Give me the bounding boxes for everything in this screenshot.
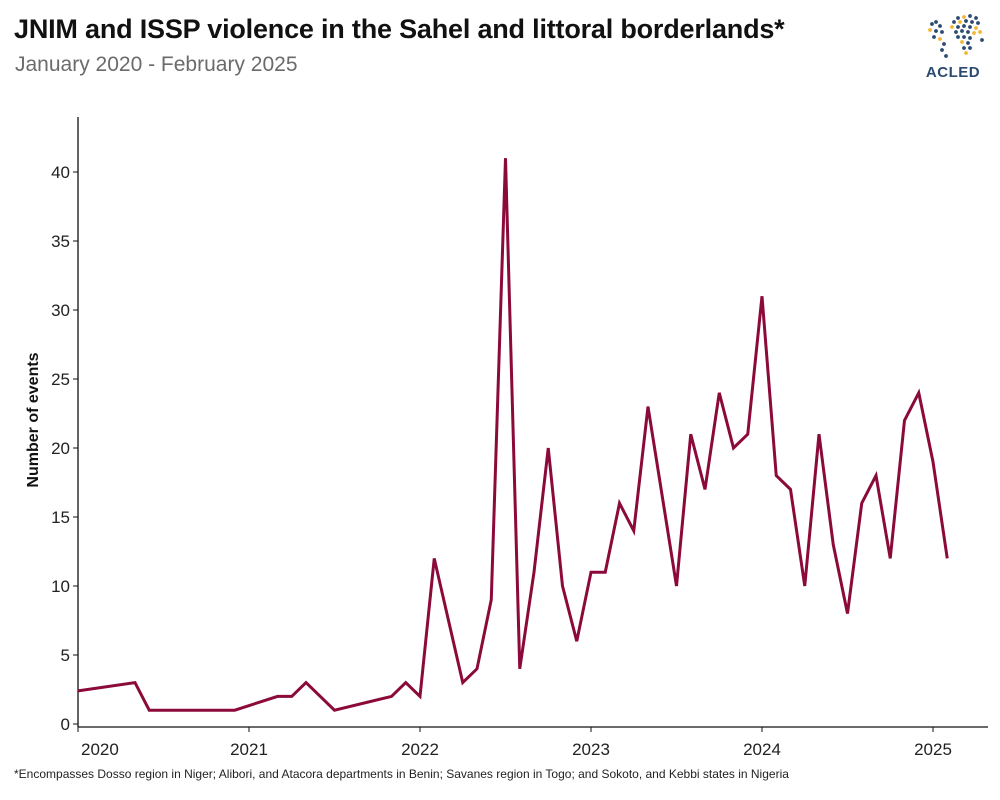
logo-dot [964,19,968,23]
logo-dot [956,35,960,39]
series-group [77,158,949,712]
x-axis: 2020 2021 2022 2023 2024 2025 [77,726,988,759]
logo-dot [966,30,970,34]
y-tick-label: 25 [51,370,70,389]
logo-dot [960,40,964,44]
logo-dot [954,30,958,34]
logo-dot [968,25,972,29]
y-tick-label: 30 [51,301,70,320]
y-tick-label: 20 [51,439,70,458]
y-tick-label: 0 [61,715,70,734]
logo-dot [980,38,984,42]
y-axis: 0 5 10 15 20 25 30 35 40 [51,117,79,734]
x-tick-label: 2025 [914,740,952,759]
y-tick-label: 35 [51,232,70,251]
logo-dot [934,20,938,24]
logo-dot [978,30,982,34]
logo-dot [970,20,974,24]
logo-dot [938,37,942,41]
y-tick-label: 15 [51,508,70,527]
logo-dot [964,51,968,55]
x-tick-label: 2024 [743,740,781,759]
logo-dot [958,20,962,24]
x-tick-label: 2022 [401,740,439,759]
logo-dot [974,26,978,30]
logo-dot [962,15,966,19]
chart-subtitle: January 2020 - February 2025 [15,53,298,76]
logo-dot [928,28,932,32]
logo-dot [930,22,934,26]
logo-dot [960,29,964,33]
logo-text: ACLED [925,64,981,81]
logo-dot [968,14,972,18]
x-tick-label: 2023 [572,740,610,759]
logo-dot [952,20,956,24]
y-tick-label: 10 [51,577,70,596]
logo-dot [940,30,944,34]
logo-dot [968,46,972,50]
logo-dot [932,35,936,39]
logo-dot [940,48,944,52]
acled-logo: ACLED [918,12,988,84]
logo-dot [966,41,970,45]
y-axis-title: Number of events [25,352,42,487]
logo-dot [962,35,966,39]
logo-dot [956,16,960,20]
chart-title: JNIM and ISSP violence in the Sahel and … [14,14,785,44]
y-tick-label: 40 [51,163,70,182]
globe-dots-icon [928,14,984,58]
logo-dot [976,21,980,25]
y-tick-label: 5 [61,646,70,665]
logo-dot [956,25,960,29]
x-tick-label: 2020 [81,740,119,759]
logo-dot [968,36,972,40]
logo-dot [950,25,954,29]
x-tick-label: 2021 [230,740,268,759]
logo-dot [972,31,976,35]
logo-dot [962,46,966,50]
logo-dot [934,29,938,33]
logo-dot [944,54,948,58]
footnote: *Encompasses Dosso region in Niger; Alib… [14,767,789,781]
series-line [77,158,949,712]
logo-dot [942,42,946,46]
logo-dot [962,24,966,28]
logo-dot [938,24,942,28]
logo-dot [974,16,978,20]
